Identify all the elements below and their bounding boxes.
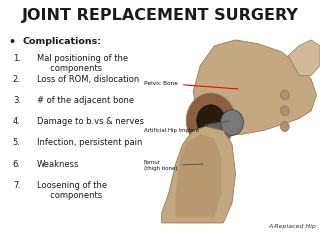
Text: 5.: 5.	[13, 138, 21, 147]
Polygon shape	[288, 40, 320, 75]
Polygon shape	[176, 134, 221, 217]
Text: 2.: 2.	[13, 75, 21, 84]
Polygon shape	[162, 126, 236, 223]
Circle shape	[280, 122, 289, 132]
Polygon shape	[207, 119, 232, 132]
Circle shape	[186, 93, 236, 148]
Text: Loosening of the
     components: Loosening of the components	[37, 181, 107, 200]
Circle shape	[280, 106, 289, 116]
Text: JOINT REPLACEMENT SURGERY: JOINT REPLACEMENT SURGERY	[21, 8, 299, 24]
Text: •: •	[8, 37, 15, 47]
Text: # of the adjacent bone: # of the adjacent bone	[37, 96, 134, 105]
Text: 7.: 7.	[13, 181, 21, 190]
Text: 6.: 6.	[13, 160, 21, 168]
Text: A Replaced Hip: A Replaced Hip	[268, 224, 316, 229]
Text: 1.: 1.	[13, 54, 21, 63]
Circle shape	[280, 90, 289, 100]
Circle shape	[197, 105, 225, 136]
Text: 4.: 4.	[13, 117, 21, 126]
Text: Weakness: Weakness	[37, 160, 79, 168]
Text: Damage to b.vs & nerves: Damage to b.vs & nerves	[37, 117, 144, 126]
Text: 3.: 3.	[13, 96, 21, 105]
Text: Loss of ROM, dislocation: Loss of ROM, dislocation	[37, 75, 139, 84]
Circle shape	[220, 110, 244, 135]
Text: Pelvic Bone: Pelvic Bone	[144, 81, 238, 89]
Text: Infection, persistent pain: Infection, persistent pain	[37, 138, 142, 147]
Polygon shape	[197, 123, 228, 217]
Text: Artificial Hip Implant: Artificial Hip Implant	[144, 121, 229, 133]
Text: Mal positioning of the
     components: Mal positioning of the components	[37, 54, 128, 73]
Polygon shape	[193, 40, 316, 134]
Text: Femur
(thigh bone): Femur (thigh bone)	[144, 161, 203, 171]
Text: Complications:: Complications:	[22, 37, 101, 46]
